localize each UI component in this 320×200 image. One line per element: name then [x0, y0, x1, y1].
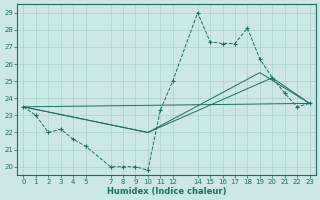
X-axis label: Humidex (Indice chaleur): Humidex (Indice chaleur): [107, 187, 226, 196]
